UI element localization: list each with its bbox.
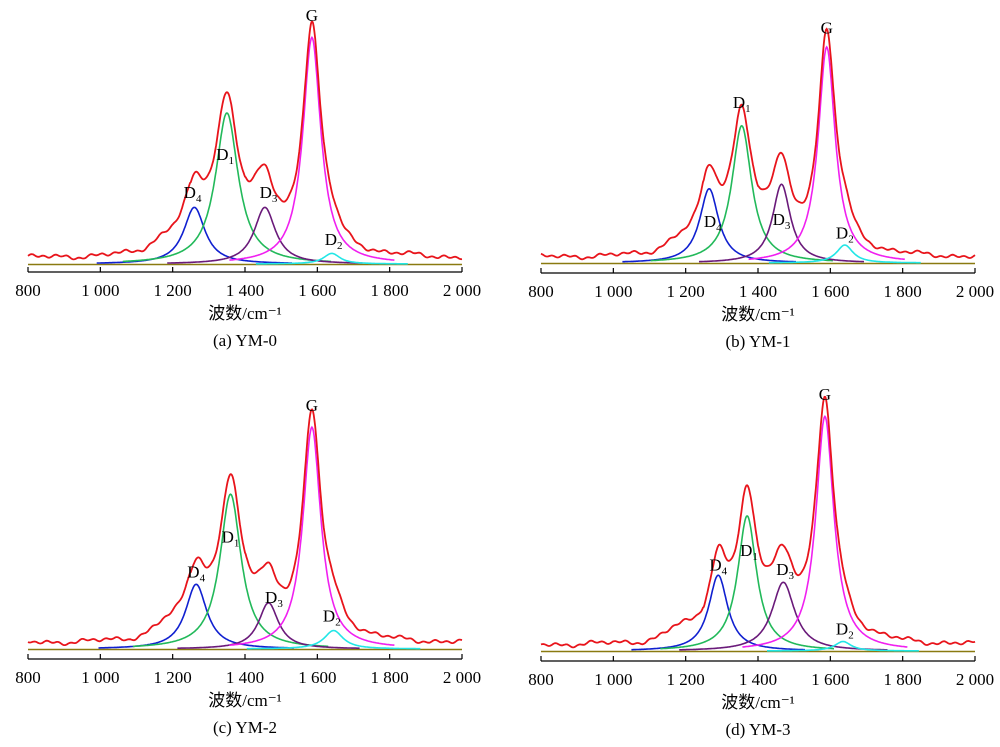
x-tick-label: 1 200 xyxy=(667,670,705,689)
peak-label-d1: D1 xyxy=(222,528,240,550)
x-tick-label: 1 400 xyxy=(226,281,264,300)
peak-label-d2: D2 xyxy=(836,223,854,245)
x-tick-label: 1 000 xyxy=(594,282,632,301)
peak-label-d4: D4 xyxy=(704,212,722,234)
peak-curve-d3 xyxy=(177,601,360,649)
spectrum-envelope xyxy=(27,408,463,646)
peak-curve-d4 xyxy=(98,583,294,649)
peak-curve-d1 xyxy=(650,124,833,262)
x-tick-label: 800 xyxy=(528,670,554,689)
x-tick-label: 1 400 xyxy=(226,668,264,687)
x-tick-label: 1 600 xyxy=(811,282,849,301)
x-tick-label: 1 000 xyxy=(81,668,119,687)
panel-d: 800 1 000 1 200 1 400 1 600 1 800 2 000 波数/cm⁻¹… xyxy=(528,385,994,739)
peak-label-g: G xyxy=(821,19,833,38)
peak-curve-d1 xyxy=(132,493,329,648)
peak-curve-d2 xyxy=(767,640,919,652)
spectrum-envelope xyxy=(540,395,976,649)
peak-label-d1: D1 xyxy=(216,145,234,167)
x-tick-label: 1 400 xyxy=(739,282,777,301)
peak-label-d4: D4 xyxy=(184,183,202,205)
x-tick-label: 800 xyxy=(15,281,41,300)
spectrum-envelope xyxy=(540,27,976,261)
peak-label-d3: D3 xyxy=(773,210,791,232)
x-tick-label: 1 600 xyxy=(298,281,336,300)
x-tick-label: 1 200 xyxy=(154,668,192,687)
x-tick-label: 1 800 xyxy=(371,281,409,300)
x-tick-label: 1 400 xyxy=(739,670,777,689)
peak-curve-d2 xyxy=(255,252,408,265)
x-tick-label: 1 800 xyxy=(884,670,922,689)
peak-curve-g xyxy=(748,45,905,261)
panel-c: 800 1 000 1 200 1 400 1 600 1 800 2 000 波数/cm⁻¹… xyxy=(15,396,481,737)
x-tick-label: 800 xyxy=(15,668,41,687)
peak-curve-d2 xyxy=(246,629,421,650)
peak-label-d4: D4 xyxy=(187,562,205,584)
x-axis-label: 波数/cm⁻¹ xyxy=(208,691,282,710)
x-tick-label: 800 xyxy=(528,282,554,301)
x-tick-label: 1 200 xyxy=(667,282,705,301)
x-tick-label: 1 600 xyxy=(298,668,336,687)
panel-caption: (c) YM-2 xyxy=(213,718,277,737)
x-axis-label: 波数/cm⁻¹ xyxy=(721,305,795,324)
peak-label-d2: D2 xyxy=(323,606,341,628)
peak-curve-d3 xyxy=(167,206,363,264)
peak-label-d2: D2 xyxy=(836,619,854,641)
peak-label-g: G xyxy=(819,385,831,404)
peak-curve-d2 xyxy=(768,244,921,264)
peak-curve-g xyxy=(229,425,395,646)
x-tick-label: 1 000 xyxy=(81,281,119,300)
peak-label-d1: D1 xyxy=(733,93,751,115)
peak-label-d4: D4 xyxy=(709,555,727,577)
peak-curve-g xyxy=(229,36,395,261)
x-tick-label: 2 000 xyxy=(956,282,994,301)
peak-curve-d3 xyxy=(698,183,865,263)
peak-curve-d4 xyxy=(96,206,292,264)
panel-caption: (b) YM-1 xyxy=(726,332,791,351)
peak-label-g: G xyxy=(306,396,318,415)
x-axis-label: 波数/cm⁻¹ xyxy=(208,304,282,323)
peak-curve-g xyxy=(742,415,908,648)
x-tick-label: 1 200 xyxy=(154,281,192,300)
peak-label-d3: D3 xyxy=(260,183,278,205)
x-tick-label: 2 000 xyxy=(956,670,994,689)
x-tick-label: 1 600 xyxy=(811,670,849,689)
peak-label-d3: D3 xyxy=(265,588,283,610)
x-tick-label: 1 800 xyxy=(371,668,409,687)
peak-curve-d1 xyxy=(122,112,332,263)
peak-label-g: G xyxy=(306,6,318,25)
spectrum-envelope xyxy=(27,20,463,261)
peak-curve-d3 xyxy=(679,581,888,651)
x-tick-label: 2 000 xyxy=(443,668,481,687)
peak-curve-d1 xyxy=(660,514,834,650)
x-tick-label: 2 000 xyxy=(443,281,481,300)
peak-label-d1: D1 xyxy=(740,541,758,563)
panel-a: 800 1 000 1 200 1 400 1 600 1 800 2 000 波数/cm⁻¹… xyxy=(15,6,481,350)
panel-caption: (a) YM-0 xyxy=(213,331,277,350)
panel-b: 800 1 000 1 200 1 400 1 600 1 800 2 000 波数/cm⁻¹… xyxy=(528,19,994,352)
x-tick-label: 1 800 xyxy=(884,282,922,301)
panel-caption: (d) YM-3 xyxy=(726,720,791,739)
x-tick-label: 1 000 xyxy=(594,670,632,689)
x-axis-label: 波数/cm⁻¹ xyxy=(721,693,795,712)
